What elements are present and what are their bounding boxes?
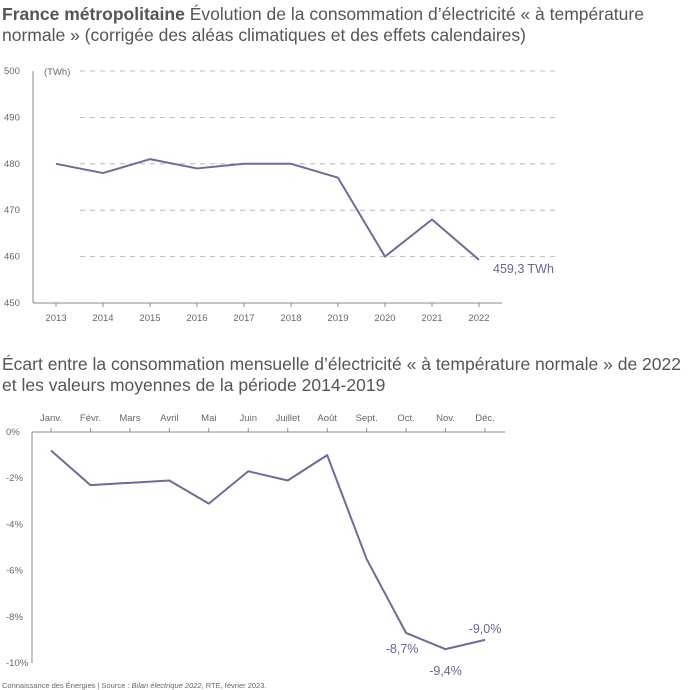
x-tick-label: Août <box>317 413 337 424</box>
x-tick-label: Janv. <box>40 413 62 424</box>
x-tick-label: 2019 <box>327 313 348 324</box>
y-tick-label: -2% <box>6 473 23 484</box>
y-tick-label: 490 <box>4 112 20 123</box>
x-tick-label: Mars <box>119 413 140 424</box>
data-label: 459,3 TWh <box>493 262 554 276</box>
data-label: -9,4% <box>429 664 462 678</box>
x-tick-label: Sept. <box>356 413 378 424</box>
y-tick-label: -6% <box>6 566 23 577</box>
y-tick-label: -8% <box>6 612 23 623</box>
x-tick-label: Déc. <box>475 413 495 424</box>
x-tick-label: Avril <box>160 413 178 424</box>
y-tick-label: 500 <box>4 66 20 77</box>
data-label: -8,7% <box>386 642 419 656</box>
y-tick-label: 470 <box>4 205 20 216</box>
y-tick-label: -4% <box>6 519 23 530</box>
data-label: -9,0% <box>469 622 502 636</box>
x-tick-label: 2016 <box>186 313 207 324</box>
y-tick-label: 0% <box>6 427 20 438</box>
x-tick-label: 2015 <box>139 313 160 324</box>
x-tick-label: Juillet <box>276 413 301 424</box>
y-tick-label: -10% <box>6 658 29 669</box>
x-tick-label: 2018 <box>280 313 301 324</box>
x-tick-label: Oct. <box>397 413 414 424</box>
y-tick-label: 480 <box>4 159 20 170</box>
x-tick-label: Nov. <box>436 413 455 424</box>
source-footer: Connaissance des Énergies | Source : Bil… <box>2 681 266 690</box>
unit-label: (TWh) <box>44 67 70 78</box>
annual-consumption-chart: 450 460 470 480 490 500 (TWh) 2013 2014 2015 2016 2… <box>4 66 556 324</box>
x-tick-label: Févr. <box>80 413 101 424</box>
y-tick-label: 450 <box>4 298 20 309</box>
footer-prefix: Connaissance des Énergies | Source : <box>2 681 132 690</box>
footer-source-title: Bilan électrique 2022 <box>131 681 202 690</box>
footer-suffix: , RTE, février 2023. <box>201 681 267 690</box>
y-tick-label: 460 <box>4 252 20 263</box>
chart1-title-bold: France métropolitaine <box>2 4 185 24</box>
series-line <box>50 449 486 651</box>
chart1-title: France métropolitaine Évolution de la co… <box>2 4 692 46</box>
chart1-title-rest: Évolution de la consommation d’électrici… <box>2 4 644 45</box>
x-tick-label: 2021 <box>421 313 442 324</box>
x-tick-label: 2014 <box>92 313 113 324</box>
x-tick-label: Juin <box>240 413 257 424</box>
x-tick-label: 2022 <box>468 313 489 324</box>
x-tick-label: 2017 <box>233 313 254 324</box>
series-line <box>55 158 480 261</box>
x-tick-label: 2013 <box>45 313 66 324</box>
x-tick-label: 2020 <box>374 313 395 324</box>
chart2-title: Écart entre la consommation mensuelle d’… <box>2 354 681 395</box>
x-tick-label: Mai <box>201 413 216 424</box>
